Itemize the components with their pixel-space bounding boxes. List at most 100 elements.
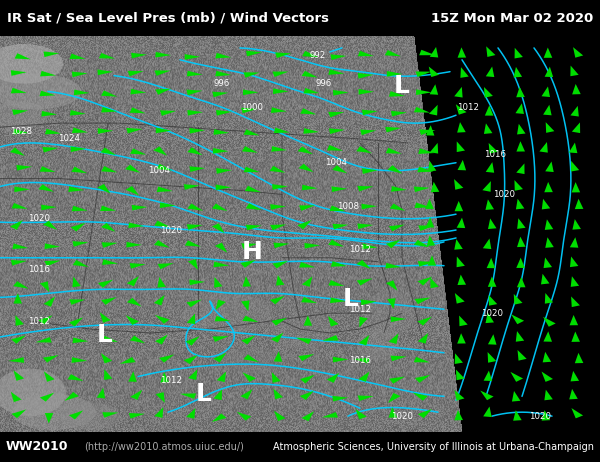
Polygon shape bbox=[414, 357, 430, 362]
Text: 1024: 1024 bbox=[58, 134, 80, 144]
Polygon shape bbox=[154, 220, 170, 227]
Polygon shape bbox=[104, 369, 112, 380]
Polygon shape bbox=[415, 298, 431, 304]
Polygon shape bbox=[11, 409, 26, 418]
Polygon shape bbox=[389, 334, 398, 344]
Polygon shape bbox=[241, 108, 257, 113]
Text: 1016: 1016 bbox=[28, 265, 50, 274]
Polygon shape bbox=[242, 276, 251, 287]
Polygon shape bbox=[515, 48, 523, 59]
Polygon shape bbox=[570, 256, 578, 267]
Polygon shape bbox=[545, 219, 553, 230]
Text: 1004: 1004 bbox=[325, 158, 347, 167]
Polygon shape bbox=[301, 411, 314, 421]
Polygon shape bbox=[426, 125, 434, 135]
Polygon shape bbox=[245, 186, 261, 192]
Polygon shape bbox=[40, 91, 56, 96]
Polygon shape bbox=[542, 86, 550, 97]
Polygon shape bbox=[485, 313, 494, 323]
Polygon shape bbox=[214, 129, 229, 135]
Polygon shape bbox=[322, 412, 338, 418]
Ellipse shape bbox=[0, 369, 66, 416]
Polygon shape bbox=[332, 186, 347, 192]
Text: 15Z Mon Mar 02 2020: 15Z Mon Mar 02 2020 bbox=[431, 12, 593, 24]
Polygon shape bbox=[328, 280, 344, 286]
Polygon shape bbox=[484, 87, 493, 97]
Polygon shape bbox=[131, 53, 147, 58]
Polygon shape bbox=[296, 338, 312, 344]
Polygon shape bbox=[299, 262, 315, 267]
Polygon shape bbox=[270, 296, 285, 304]
Polygon shape bbox=[459, 316, 468, 326]
Polygon shape bbox=[415, 72, 431, 77]
Text: 1020: 1020 bbox=[493, 190, 515, 199]
Polygon shape bbox=[16, 165, 32, 170]
Polygon shape bbox=[425, 217, 434, 227]
Polygon shape bbox=[517, 218, 526, 229]
Polygon shape bbox=[488, 334, 497, 345]
Polygon shape bbox=[156, 164, 172, 170]
Polygon shape bbox=[130, 89, 146, 94]
Polygon shape bbox=[242, 372, 256, 382]
Polygon shape bbox=[185, 240, 201, 247]
Polygon shape bbox=[454, 179, 463, 190]
Text: 1000: 1000 bbox=[241, 103, 263, 112]
Polygon shape bbox=[73, 338, 88, 343]
Polygon shape bbox=[216, 184, 232, 190]
Text: 1020: 1020 bbox=[160, 225, 182, 235]
Polygon shape bbox=[155, 315, 170, 324]
Text: 1028: 1028 bbox=[10, 127, 32, 135]
Polygon shape bbox=[68, 186, 84, 192]
Polygon shape bbox=[245, 203, 262, 210]
Text: L: L bbox=[343, 287, 359, 311]
Text: 1004: 1004 bbox=[148, 166, 170, 175]
Polygon shape bbox=[100, 206, 116, 211]
Polygon shape bbox=[355, 409, 367, 419]
Polygon shape bbox=[388, 165, 403, 174]
Polygon shape bbox=[127, 128, 142, 134]
Ellipse shape bbox=[0, 73, 81, 109]
Polygon shape bbox=[545, 293, 553, 304]
Polygon shape bbox=[13, 281, 29, 289]
Polygon shape bbox=[70, 54, 86, 59]
Polygon shape bbox=[454, 410, 463, 420]
Polygon shape bbox=[16, 315, 24, 326]
Polygon shape bbox=[70, 146, 86, 152]
Polygon shape bbox=[413, 393, 428, 401]
Polygon shape bbox=[125, 186, 139, 195]
Polygon shape bbox=[154, 295, 164, 305]
Polygon shape bbox=[389, 225, 405, 231]
Polygon shape bbox=[70, 299, 85, 305]
Polygon shape bbox=[543, 105, 551, 116]
Polygon shape bbox=[458, 47, 466, 58]
Polygon shape bbox=[358, 371, 370, 382]
Polygon shape bbox=[418, 333, 428, 344]
Polygon shape bbox=[328, 112, 344, 117]
Polygon shape bbox=[217, 371, 226, 382]
Polygon shape bbox=[545, 237, 554, 248]
Polygon shape bbox=[414, 187, 430, 192]
Polygon shape bbox=[333, 357, 349, 362]
Polygon shape bbox=[126, 315, 139, 325]
Polygon shape bbox=[40, 166, 56, 172]
Polygon shape bbox=[102, 412, 118, 418]
Polygon shape bbox=[329, 128, 345, 134]
Polygon shape bbox=[385, 50, 401, 56]
Polygon shape bbox=[14, 187, 30, 192]
Polygon shape bbox=[391, 356, 407, 361]
Polygon shape bbox=[44, 261, 61, 267]
Polygon shape bbox=[187, 314, 195, 324]
Polygon shape bbox=[70, 110, 86, 116]
Polygon shape bbox=[274, 389, 283, 399]
Polygon shape bbox=[514, 180, 523, 191]
Polygon shape bbox=[45, 413, 53, 423]
Polygon shape bbox=[304, 88, 320, 93]
Polygon shape bbox=[541, 371, 553, 382]
Polygon shape bbox=[43, 147, 58, 152]
Polygon shape bbox=[160, 202, 176, 208]
Polygon shape bbox=[358, 186, 374, 191]
Polygon shape bbox=[241, 335, 256, 345]
Polygon shape bbox=[215, 243, 227, 253]
Polygon shape bbox=[243, 90, 259, 95]
Polygon shape bbox=[386, 280, 397, 291]
